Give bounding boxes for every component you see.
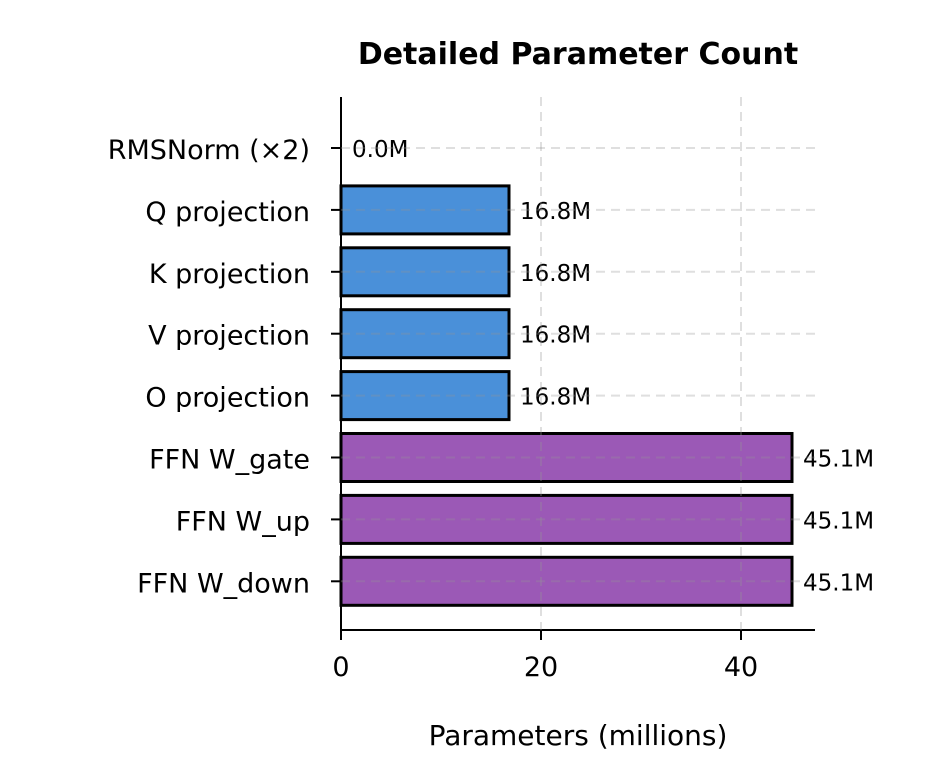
bar-value-label: 45.1M [803, 570, 874, 596]
bar [339, 308, 511, 360]
bars: 0.0M 16.8M 16.8M 16.8M 16.8M 45.1M 45.1M 45.1M [339, 137, 874, 607]
bar-value-label: 16.8M [520, 323, 591, 349]
y-tick-label: V projection [148, 321, 310, 352]
bar-value-label: 16.8M [520, 385, 591, 411]
y-tick-label: RMSNorm (×2) [108, 135, 310, 166]
chart-title: Detailed Parameter Count [358, 37, 798, 72]
bar [339, 432, 794, 483]
bar-value-label: 16.8M [520, 261, 591, 287]
x-tick-label: 20 [524, 652, 558, 683]
x-tick-label: 0 [332, 652, 349, 683]
y-tick-label: K projection [149, 259, 310, 290]
bar [339, 370, 511, 422]
y-tick-label: FFN W_up [176, 506, 310, 537]
bar-value-label: 16.8M [520, 199, 591, 225]
bar [339, 246, 511, 298]
y-tick-label: FFN W_down [137, 568, 310, 599]
x-axis-label: Parameters (millions) [429, 719, 728, 752]
y-tick-labels: RMSNorm (×2) Q projection K projection V pr… [108, 135, 341, 599]
y-tick-label: Q projection [145, 197, 310, 228]
bar-value-label: 0.0M [352, 137, 408, 163]
x-ticks: 0 20 40 [332, 630, 758, 683]
bar [339, 555, 794, 607]
bar-value-label: 45.1M [803, 508, 874, 534]
x-tick-label: 40 [724, 652, 758, 683]
grid [341, 97, 815, 630]
bar-value-label: 45.1M [803, 447, 874, 473]
y-tick-label: FFN W_gate [149, 445, 310, 476]
y-tick-label: O projection [145, 383, 310, 414]
